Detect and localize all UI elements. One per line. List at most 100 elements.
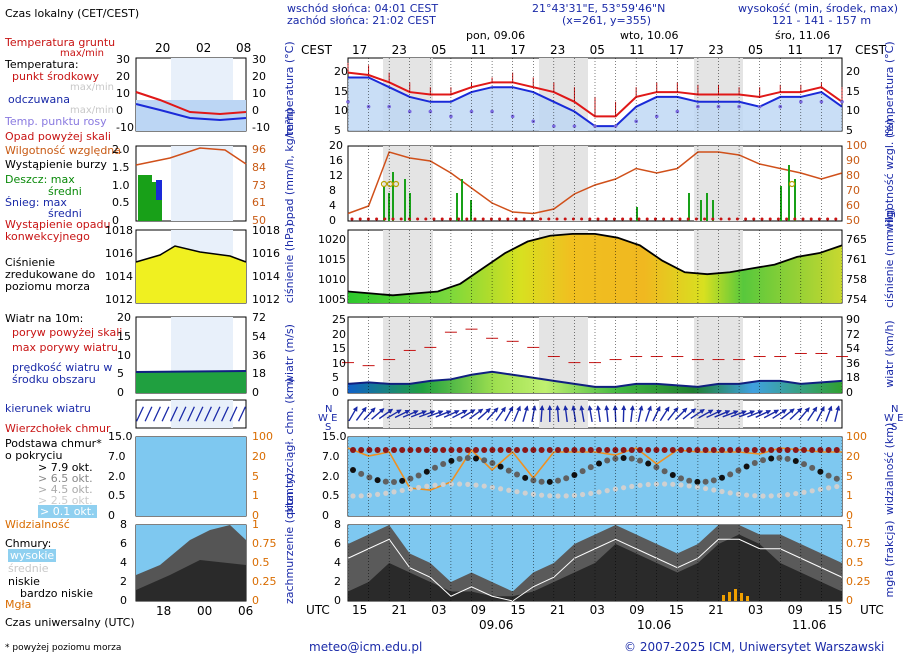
left-arrow-shaft [136,406,144,422]
wind-arrow-33 [621,405,627,423]
precip-tick-left-3: 8 [329,184,336,197]
storm-marker-3 [788,180,796,188]
wind-arrow-head [429,410,436,415]
wind-arrow-46 [722,410,739,418]
left-hum-tick-0: 96 [252,143,266,156]
wind-arrow-head [446,410,452,415]
press-tick-left-2: 1010 [318,273,346,286]
cloud-base-dot-33 [620,455,627,462]
press-tick-left-0: 1020 [318,233,346,246]
precip-occur-44 [711,217,715,221]
wind-arrow-head [454,410,460,415]
left-temp-tick-r-4: -10 [252,121,270,134]
cloud-top-dot-26 [563,447,570,453]
cloud-top-dot-31 [604,447,611,453]
pressure-mm-axis-label: ciśnienie (mm Hg) [883,207,896,308]
wind-arrow-head [835,405,841,411]
precip-occur-43 [703,217,707,221]
utc-hour-1: 21 [391,603,407,617]
left-wind-tick-4: 0 [117,386,124,399]
left-cover-tick-1: 6 [120,537,127,550]
rain-bar-15 [794,179,796,221]
cover-tick-right-2: 0.5 [846,556,864,569]
octant-45-label: > 4.5 okt. [38,483,93,496]
cloud-top-dot-23 [538,447,545,453]
cloud-top-dot-42 [694,447,701,453]
cloud-top-dot-39 [669,447,676,453]
utc-hour-5: 21 [550,603,566,617]
cloud-low-dot-18 [498,486,504,492]
cloud-base-dot-4 [382,478,389,485]
cloud-top-dot-33 [620,447,627,453]
cloud-low-dot-25 [555,493,561,499]
precip-occur-30 [596,217,600,221]
day-label-1: pon, 09.06 [466,29,526,42]
utc-hour-11: 09 [787,603,803,617]
cloud-low-dot-37 [653,481,660,487]
left-cover-tick-4: 0 [120,594,127,607]
left-arrow-shaft [187,406,195,422]
left-arrow-shaft [161,406,170,422]
wind-arrow-head [413,410,419,415]
cloud-low-dot-40 [678,482,684,488]
wind-arrow-29 [587,405,593,423]
cloud-top-dot-51 [768,447,775,453]
octant-25-label: > 2.5 okt. [38,494,93,507]
wind-arrow-head [595,405,601,411]
wind-arrow-36 [644,405,652,422]
cloud-top-dot-37 [653,447,660,453]
wind-tick-left-2: 15 [332,342,346,356]
utc-hour-0: 15 [352,603,368,617]
left-hour-02: 02 [196,41,212,55]
contact-email-link[interactable]: meteo@icm.edu.pl [309,640,423,654]
cover-tick-right-0: 1 [846,518,853,531]
utc-hour-6: 03 [589,603,605,617]
left-cover-tick-2: 4 [120,556,127,569]
cloud-top-dot-10 [432,447,438,453]
cloud-top-dot-18 [497,447,504,453]
cest-hour-7: 11 [629,43,645,57]
left-arrow-shaft [212,406,221,422]
dew-point-6 [469,109,474,114]
wind-arrow-42 [690,408,705,420]
sunset-text: zachód słońca: 21:02 CEST [287,14,436,27]
left-wind-arrow-2 [153,406,161,422]
left-temp-tick-4: -10 [116,121,134,134]
left-snow-max [156,180,162,200]
cloud-top-dot-47 [735,447,742,453]
fog-bar-3 [740,593,743,601]
cloud-base-dot-38 [661,468,668,475]
night-band-wind-0 [383,317,433,393]
cloud-top-dot-6 [399,447,406,453]
left-hour-20: 20 [155,41,171,55]
storm-marker-2 [392,180,400,188]
cloud-top-dot-1 [358,447,365,453]
left-fog-tick-3: 0.25 [252,575,277,588]
utc-hour-2: 03 [431,603,447,617]
wind-tick-left-0: 25 [332,313,346,326]
cloud-base-dot-29 [587,464,594,471]
cloud-base-dot-5 [391,478,397,485]
cover-tick-left-3: 2 [334,575,341,588]
wind-arrow-7 [402,410,419,418]
left-precip-tick-1: 1.5 [112,160,130,174]
night-band-precip-0 [383,146,433,221]
left-wind-tick-2: 10 [117,348,131,362]
precip-occur-24 [547,217,551,221]
fog-bar-0 [722,595,725,601]
cloud-base-dot-7 [407,475,414,482]
cover-tick-left-0: 8 [334,518,341,531]
cover-tick-left-1: 6 [334,537,341,550]
left-wind-arrow-5 [178,406,187,422]
press-tick-right-1: 761 [846,253,867,266]
left-temp-tick-1: 20 [116,70,130,83]
wind-arrow-head [812,406,818,413]
night-band-wind-2 [694,317,743,393]
left-precip-tick-3: 0.5 [112,196,130,210]
left-night-dir [171,400,233,428]
wind-arrow-10 [427,410,444,418]
precip-occur-15 [473,217,477,221]
precip-occur-32 [612,217,616,221]
cloud-top-dot-9 [423,447,430,453]
left-wind-arrow-8 [204,406,212,422]
